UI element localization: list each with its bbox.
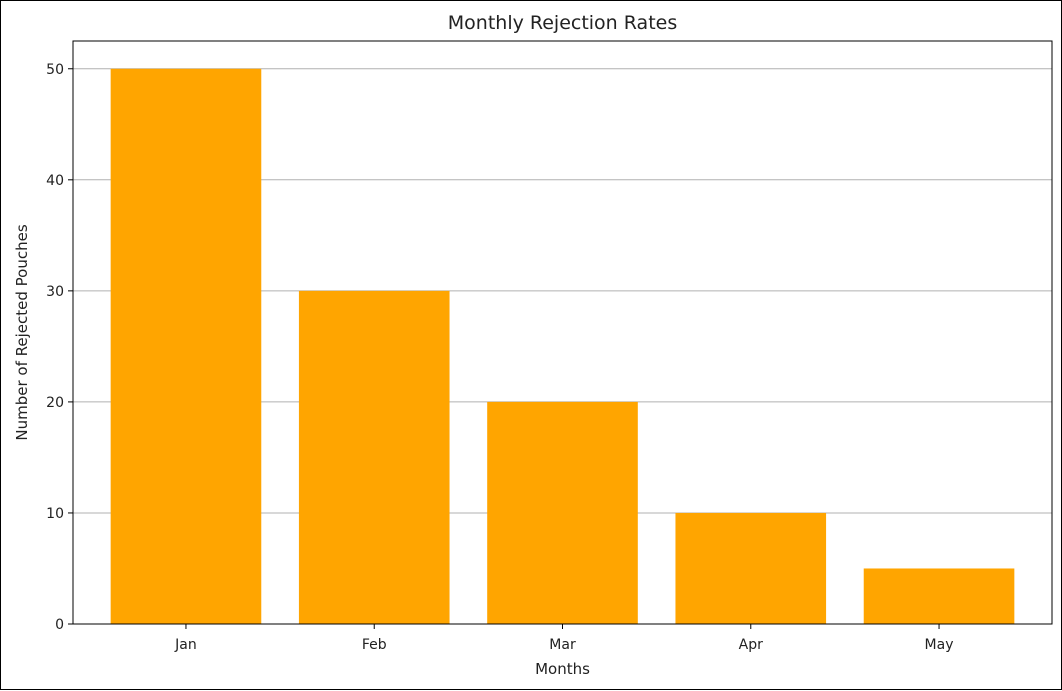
x-tick-label: Mar: [549, 637, 576, 653]
x-tick-label: Apr: [739, 637, 763, 653]
y-tick-label: 20: [46, 395, 64, 411]
y-tick-label: 30: [46, 284, 64, 300]
y-tick-label: 0: [55, 617, 64, 633]
y-tick-label: 40: [46, 173, 64, 189]
x-tick-label: May: [925, 637, 954, 653]
bar-may: [863, 568, 1015, 624]
y-tick-label: 50: [46, 62, 64, 78]
y-axis-title: Number of Rejected Pouches: [13, 224, 31, 440]
x-tick-label: Feb: [362, 637, 387, 653]
x-tick-label: Jan: [174, 637, 197, 653]
chart-title: Monthly Rejection Rates: [448, 12, 677, 34]
bars: [110, 68, 1015, 624]
x-axis-ticks: Jan Feb Mar Apr May: [174, 624, 954, 653]
bar-mar: [487, 401, 638, 624]
bar-jan: [110, 68, 262, 624]
x-axis-title: Months: [535, 660, 590, 678]
bar-apr: [675, 512, 827, 624]
bar-feb: [298, 290, 450, 624]
y-axis-ticks: 0 10 20 30 40 50: [46, 62, 73, 633]
y-tick-label: 10: [46, 506, 64, 522]
